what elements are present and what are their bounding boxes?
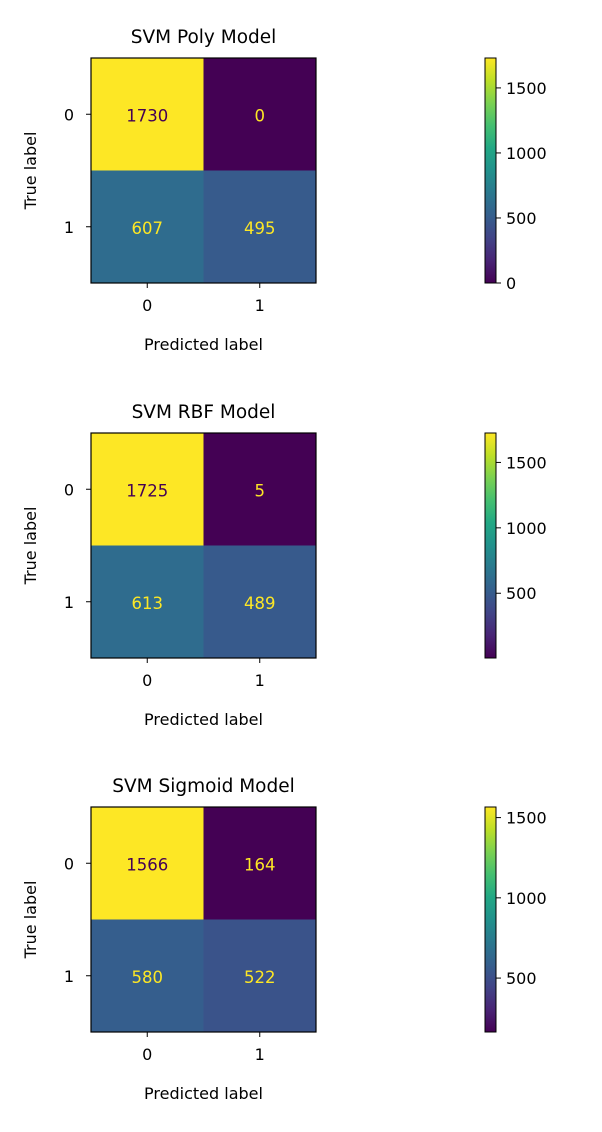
- confusion-matrix-panel: SVM Sigmoid Model 1566 164 580 522 0 1 0 1 Predic…: [21, 776, 547, 1103]
- cell-value-label: 1566: [126, 855, 168, 874]
- matrix-cell: [91, 545, 204, 658]
- cell-value-label: 1725: [126, 481, 168, 500]
- chart-title: SVM Poly Model: [131, 27, 277, 48]
- y-tick-label: 1: [64, 593, 74, 612]
- cell-value-label: 613: [132, 594, 164, 613]
- y-tick-label: 0: [64, 480, 74, 499]
- axes-frame: [90, 57, 317, 284]
- cell-value-label: 489: [244, 594, 276, 613]
- matrix-cell: [203, 170, 316, 283]
- colorbar-tick-label: 1000: [506, 889, 547, 908]
- matrix-cell: [91, 919, 204, 1032]
- y-axis-label: True label: [21, 132, 40, 211]
- y-tick-label: 1: [64, 218, 74, 237]
- cell-value-label: 495: [244, 219, 276, 238]
- matrix-cell: [91, 807, 204, 920]
- cell-value-label: 1730: [126, 106, 168, 125]
- matrix-cell: [91, 433, 204, 546]
- y-tick-label: 0: [64, 105, 74, 124]
- matrix-cell: [203, 919, 316, 1032]
- y-tick-label: 1: [64, 967, 74, 986]
- matrix-cell: [203, 545, 316, 658]
- x-tick-label: 0: [142, 296, 152, 315]
- matrix-cell: [203, 807, 316, 920]
- y-axis-label: True label: [21, 881, 40, 960]
- colorbar-tick-label: 1000: [506, 144, 547, 163]
- colorbar-tick-label: 500: [506, 209, 537, 228]
- axes-frame: [90, 432, 317, 659]
- x-axis-label: Predicted label: [144, 335, 263, 354]
- chart-title: SVM Sigmoid Model: [112, 776, 295, 797]
- x-tick-label: 1: [255, 1045, 265, 1064]
- colorbar-tick-label: 500: [506, 584, 537, 603]
- x-tick-label: 0: [142, 671, 152, 690]
- chart-title: SVM RBF Model: [132, 402, 276, 423]
- matrix-cell: [203, 58, 316, 171]
- matrix-cell: [203, 433, 316, 546]
- cell-value-label: 580: [132, 968, 164, 987]
- x-tick-label: 1: [255, 671, 265, 690]
- cell-value-label: 5: [255, 481, 266, 500]
- colorbar-tick-label: 500: [506, 969, 537, 988]
- x-axis-label: Predicted label: [144, 710, 263, 729]
- cell-value-label: 164: [244, 855, 276, 874]
- axes-frame: [90, 806, 317, 1033]
- x-tick-label: 1: [255, 296, 265, 315]
- colorbar-tick-label: 1500: [506, 809, 547, 828]
- matrix-cell: [91, 170, 204, 283]
- colorbar: [484, 57, 497, 284]
- matrix-cell: [91, 58, 204, 171]
- colorbar-tick-label: 1500: [506, 453, 547, 472]
- colorbar: [484, 432, 497, 659]
- cell-value-label: 607: [132, 219, 164, 238]
- y-tick-label: 0: [64, 854, 74, 873]
- cell-value-label: 0: [255, 106, 266, 125]
- colorbar-tick-label: 1500: [506, 79, 547, 98]
- colorbar-tick-label: 0: [506, 274, 516, 293]
- confusion-matrix-panel: SVM Poly Model 1730 0 607 495 0 1 0 1 Predicted l…: [21, 27, 547, 354]
- y-axis-label: True label: [21, 507, 40, 586]
- cell-value-label: 522: [244, 968, 276, 987]
- confusion-matrix-panel: SVM RBF Model 1725 5 613 489 0 1 0 1 Predicted la…: [21, 402, 547, 729]
- colorbar: [484, 806, 497, 1033]
- x-axis-label: Predicted label: [144, 1084, 263, 1103]
- x-tick-label: 0: [142, 1045, 152, 1064]
- colorbar-tick-label: 1000: [506, 519, 547, 538]
